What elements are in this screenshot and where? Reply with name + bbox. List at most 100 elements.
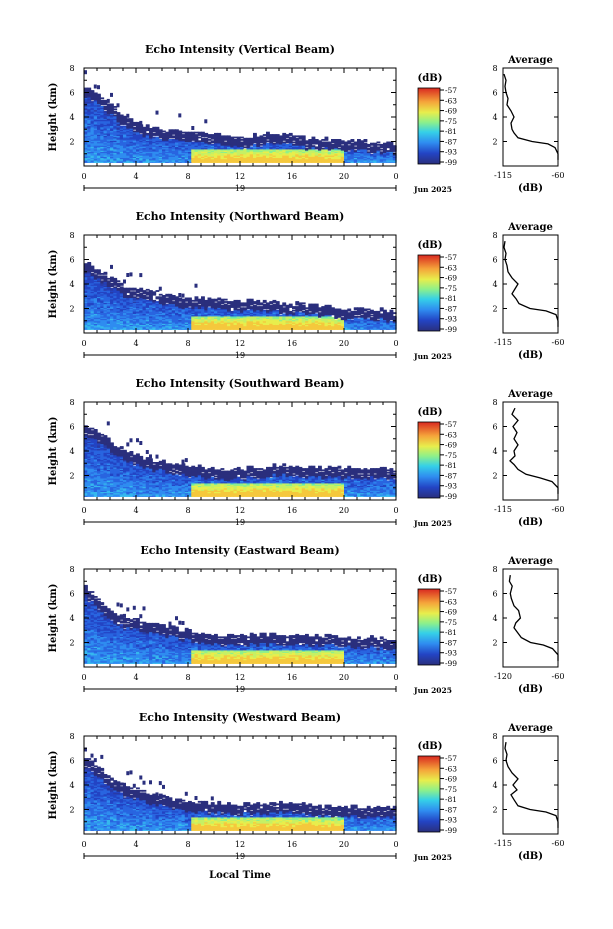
heatmap-cell	[106, 106, 111, 108]
heatmap-cell	[194, 302, 199, 305]
heatmap-cell	[100, 107, 105, 110]
heatmap-cell	[295, 151, 300, 154]
heatmap-cell	[275, 135, 280, 138]
heatmap-cell	[93, 139, 98, 141]
heatmap-cell	[119, 123, 124, 125]
heatmap-cell	[106, 156, 111, 159]
heatmap-cell	[113, 125, 118, 128]
heatmap-cell	[93, 155, 98, 157]
heatmap-cell	[331, 153, 335, 156]
heatmap-cell	[318, 157, 322, 160]
heatmap-cell	[171, 129, 176, 132]
heatmap-cell	[136, 159, 140, 162]
heatmap-cell	[207, 139, 212, 141]
heatmap-cell	[197, 148, 202, 151]
heatmap-cell	[97, 152, 101, 155]
heatmap-cell	[136, 155, 140, 157]
heatmap-cell	[87, 148, 92, 151]
heatmap-cell	[162, 157, 166, 160]
heatmap-cell	[220, 157, 225, 160]
heatmap-cell	[162, 142, 166, 145]
heatmap-cell	[191, 146, 196, 149]
heatmap-cell	[87, 141, 92, 144]
heatmap-cell	[227, 150, 231, 152]
heatmap-cell	[201, 155, 205, 157]
heatmap-cell	[230, 146, 235, 149]
heatmap-cell	[162, 145, 166, 148]
heatmap-cell	[227, 161, 231, 163]
heatmap-cell	[207, 157, 212, 160]
heatmap-cell	[168, 139, 173, 141]
heatmap-cell	[93, 124, 98, 127]
heatmap-cell	[139, 152, 144, 155]
heatmap-cell	[106, 98, 110, 103]
heatmap-cell	[119, 135, 124, 138]
heatmap-cell	[119, 161, 124, 163]
heatmap-cell	[305, 155, 309, 157]
heatmap-cell	[126, 146, 131, 149]
heatmap-cell	[97, 114, 101, 117]
heatmap-cell	[126, 136, 131, 139]
heatmap-cell	[191, 136, 196, 139]
heatmap-cell	[279, 161, 283, 163]
heatmap-cell	[93, 132, 98, 135]
heatmap-cell	[106, 152, 111, 155]
x-tick-label: 16	[287, 172, 297, 181]
heatmap-cell	[191, 137, 196, 140]
heatmap-cell	[110, 117, 114, 119]
heatmap-cell	[204, 155, 209, 157]
heatmap-cell	[262, 148, 267, 151]
heatmap-cell	[165, 158, 170, 161]
heatmap-cell	[116, 128, 121, 130]
heatmap-cell	[191, 156, 196, 159]
heatmap-cell	[155, 296, 160, 299]
heatmap-cell	[113, 118, 118, 121]
heatmap-cell	[129, 161, 134, 163]
heatmap-cell	[139, 135, 144, 138]
heatmap-cell	[282, 142, 287, 145]
heatmap-cell	[233, 139, 238, 141]
heatmap-cell	[331, 152, 335, 155]
heatmap-cell	[136, 151, 140, 154]
heatmap-cell	[259, 141, 264, 144]
heatmap-cell	[129, 131, 134, 134]
heatmap-cell	[123, 115, 127, 118]
heatmap-cell	[106, 125, 111, 128]
heatmap-cell	[93, 151, 98, 154]
heatmap-cell	[145, 126, 150, 129]
heatmap-cell	[100, 139, 105, 141]
heatmap-cell	[194, 147, 199, 150]
heatmap-cell	[318, 141, 322, 144]
heatmap-cell	[318, 150, 322, 152]
heatmap-cell	[295, 142, 300, 145]
heatmap-cell	[110, 155, 114, 157]
heatmap-cell	[311, 152, 316, 155]
heatmap-cell	[223, 146, 228, 149]
heatmap-cell	[110, 104, 114, 107]
heatmap-cell	[110, 121, 114, 124]
heatmap-cell	[210, 153, 215, 156]
heatmap-cell	[87, 104, 92, 107]
heatmap-cell	[301, 145, 306, 148]
heatmap-cell	[298, 152, 303, 155]
heatmap-cell	[113, 143, 118, 146]
heatmap-cell	[119, 136, 124, 139]
heatmap-cell	[214, 136, 218, 139]
heatmap-cell	[214, 298, 218, 301]
heatmap-cell	[168, 152, 173, 155]
heatmap-cell	[106, 134, 111, 136]
heatmap-cell	[308, 146, 313, 149]
heatmap-cell	[288, 151, 293, 154]
heatmap-cell	[136, 143, 140, 146]
heatmap-cell	[227, 158, 231, 161]
heatmap-cell	[152, 140, 157, 143]
heatmap-cell	[123, 120, 127, 123]
heatmap-cell	[295, 148, 300, 151]
heatmap-cell	[165, 147, 170, 150]
heatmap-cell	[243, 155, 248, 157]
heatmap-cell	[100, 142, 105, 145]
heatmap-cell	[152, 145, 157, 148]
average-x-tick-label: -115	[494, 171, 512, 180]
heatmap-cell	[178, 153, 183, 156]
heatmap-cell	[97, 113, 101, 116]
